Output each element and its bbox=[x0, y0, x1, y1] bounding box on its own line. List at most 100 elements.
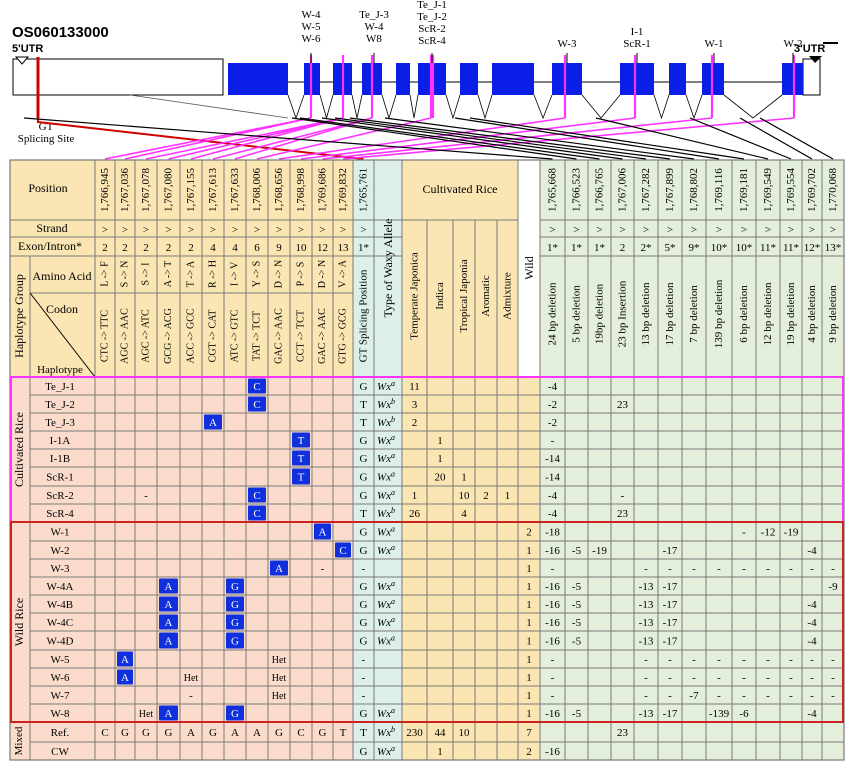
snp-allele: A bbox=[165, 636, 173, 648]
snp-codon: CCT -> TCT bbox=[296, 310, 307, 362]
strand-cell: > bbox=[596, 224, 602, 236]
snp-allele: T bbox=[298, 472, 305, 484]
haplotype-name: Te_J-2 bbox=[45, 399, 75, 411]
utr3-label: 3'UTR bbox=[794, 43, 825, 55]
snp-position: 1,767,633 bbox=[229, 168, 241, 213]
cultivated-count: 20 bbox=[435, 472, 447, 484]
snp-allele: G bbox=[319, 727, 327, 739]
indel-value: -13 bbox=[639, 581, 654, 593]
indel-value: -9 bbox=[828, 581, 838, 593]
indel-value: -16 bbox=[545, 617, 560, 629]
indel-value: -4 bbox=[548, 508, 558, 520]
gt-allele: G bbox=[360, 617, 368, 629]
snp-allele: A bbox=[187, 727, 195, 739]
exon-box bbox=[552, 63, 582, 95]
cultivated-count: 26 bbox=[409, 508, 421, 520]
indel-connector bbox=[334, 117, 647, 160]
exon-callout-label: Te_J-1 bbox=[417, 0, 447, 11]
indel-value: -4 bbox=[807, 599, 817, 611]
snp-connector bbox=[190, 117, 344, 160]
strand-cell: > bbox=[643, 224, 649, 236]
snp-allele: C bbox=[297, 727, 304, 739]
exon-callout-label: I-1 bbox=[631, 26, 644, 38]
indel-value: -13 bbox=[639, 599, 654, 611]
strand-cell: > bbox=[254, 224, 260, 236]
indel-value: - bbox=[766, 563, 770, 575]
exon-intron-header: Exon/Intron* bbox=[18, 239, 82, 253]
indel-value: -139 bbox=[709, 708, 730, 720]
snp-highlight bbox=[226, 578, 244, 594]
indel-value: -4 bbox=[807, 617, 817, 629]
wild-count: 1 bbox=[526, 672, 532, 684]
indel-value: - bbox=[551, 654, 555, 666]
indel-value: -17 bbox=[663, 599, 678, 611]
indel-position: 1,769,549 bbox=[762, 168, 774, 213]
haplotype-name: ScR-1 bbox=[46, 472, 74, 484]
snp-exon: 4 bbox=[232, 242, 238, 254]
snp-allele: - bbox=[144, 490, 148, 502]
indel-connector bbox=[299, 117, 600, 160]
indel-value: - bbox=[831, 672, 835, 684]
indel-body-fill bbox=[540, 377, 844, 760]
gt-body-fill bbox=[353, 377, 402, 760]
cultivated-count: 230 bbox=[406, 727, 423, 739]
indel-value: -5 bbox=[572, 636, 582, 648]
snp-exon: 2 bbox=[188, 242, 194, 254]
indel-value: -5 bbox=[572, 581, 582, 593]
snp-exon: 12 bbox=[317, 242, 328, 254]
indel-value: - bbox=[668, 563, 672, 575]
indel-position: 1,767,899 bbox=[664, 168, 676, 213]
indel-position: 1,768,802 bbox=[688, 168, 700, 212]
indel-exon: 1* bbox=[571, 242, 582, 254]
snp-exon: 2 bbox=[143, 242, 149, 254]
subpop-header: Indica bbox=[434, 282, 446, 310]
haplotype-name: W-8 bbox=[51, 708, 70, 720]
intron-line bbox=[533, 94, 553, 120]
group-cultivated-label: Cultivated Rice bbox=[12, 412, 26, 487]
indel-value: - bbox=[742, 672, 746, 684]
indel-value: - bbox=[551, 672, 555, 684]
haplotype-name: I-1A bbox=[50, 435, 71, 447]
cult-body-fill bbox=[402, 377, 540, 760]
snp-highlight bbox=[117, 669, 133, 685]
gt-allele: G bbox=[360, 599, 368, 611]
indel-value: - bbox=[644, 672, 648, 684]
snp-allele: T bbox=[298, 435, 305, 447]
exon-callout-label: ScR-4 bbox=[418, 35, 446, 47]
snp-connector bbox=[322, 117, 713, 160]
snp-connector bbox=[145, 117, 344, 160]
strand-cell: > bbox=[360, 224, 366, 236]
indel-type: 9 bp deletion bbox=[827, 285, 839, 343]
snp-amino-acid: D -> N bbox=[317, 260, 328, 288]
gt-allele: G bbox=[360, 472, 368, 484]
snp-position: 1,767,080 bbox=[163, 168, 175, 213]
strand-cell: > bbox=[276, 224, 282, 236]
indel-value: - bbox=[717, 672, 721, 684]
indel-connector bbox=[689, 117, 792, 160]
indel-type: 12 bp deletion bbox=[762, 282, 774, 345]
waxy-allele: Wxa bbox=[377, 579, 395, 593]
snp-amino-acid: L -> F bbox=[100, 261, 111, 287]
intron-line bbox=[381, 94, 397, 120]
wild-count: 1 bbox=[526, 708, 532, 720]
gt-allele: G bbox=[360, 435, 368, 447]
snp-highlight bbox=[248, 505, 266, 521]
indel-value: -16 bbox=[545, 746, 560, 758]
gt-allele: G bbox=[360, 636, 368, 648]
gt-allele: T bbox=[360, 508, 367, 520]
indel-value: - bbox=[551, 563, 555, 575]
cultivated-count: 4 bbox=[461, 508, 467, 520]
indel-value: - bbox=[644, 654, 648, 666]
indel-value: - bbox=[692, 672, 696, 684]
indel-connector bbox=[454, 117, 720, 160]
snp-position: 1,769,686 bbox=[317, 168, 329, 213]
waxy-allele: Wxa bbox=[377, 706, 395, 720]
indel-connector bbox=[595, 117, 769, 160]
gt-allele: G bbox=[360, 708, 368, 720]
snp-codon: GCG -> ACG bbox=[163, 308, 174, 364]
indel-exon: 2 bbox=[620, 242, 626, 254]
exon-callout-label: ScR-1 bbox=[623, 38, 651, 50]
snp-exon: 2 bbox=[122, 242, 128, 254]
snp-allele: G bbox=[231, 581, 239, 593]
snp-exon: 2 bbox=[102, 242, 108, 254]
